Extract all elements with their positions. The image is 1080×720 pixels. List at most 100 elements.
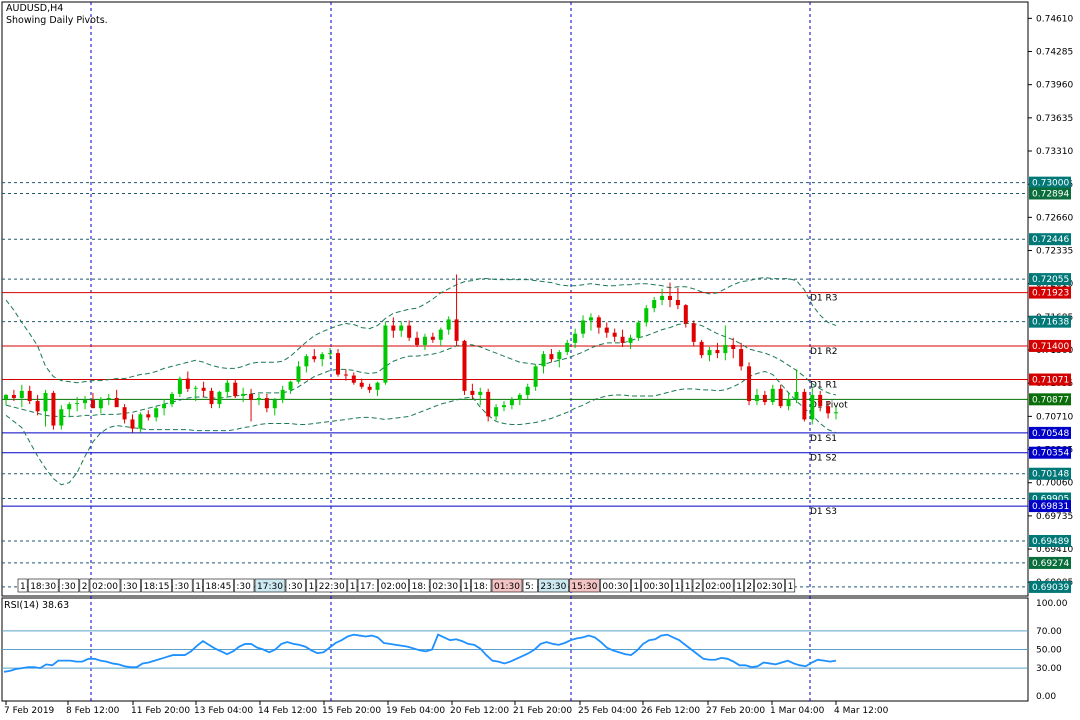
candle-body xyxy=(549,354,554,360)
candle-body xyxy=(209,390,214,405)
chart-subtitle: Showing Daily Pivots. xyxy=(6,15,108,26)
price-tick-label: 0.73960 xyxy=(1036,81,1073,91)
time-axis-label: 8 Feb 12:00 xyxy=(66,706,120,716)
candle xyxy=(826,401,831,419)
candle-body xyxy=(249,393,254,401)
rsi-tick-label: 50.00 xyxy=(1036,646,1062,656)
candle xyxy=(336,349,340,377)
candle xyxy=(249,388,254,422)
candle xyxy=(43,389,48,427)
session-marker-box xyxy=(600,578,631,593)
rsi-tick-label: 0.00 xyxy=(1036,692,1056,702)
price-axis-badge-text: 0.72894 xyxy=(1032,189,1069,199)
session-marker-text: 1 xyxy=(633,582,639,592)
session-marker-text: 1 xyxy=(788,582,794,592)
session-marker-text: 1 xyxy=(736,582,742,592)
candle xyxy=(478,387,483,406)
candle xyxy=(35,394,40,416)
candle-body xyxy=(683,305,688,324)
candle-body xyxy=(660,295,665,301)
session-marker-box xyxy=(409,578,430,593)
candle-body xyxy=(462,340,467,391)
candle xyxy=(494,404,499,421)
session-marker-box xyxy=(58,578,80,593)
candle xyxy=(328,347,333,360)
candle xyxy=(375,381,380,396)
candle-body xyxy=(170,393,174,405)
candle-body xyxy=(391,325,396,331)
session-marker-text: 18:15 xyxy=(144,582,170,592)
candle xyxy=(146,410,151,421)
rsi-tick-label: 30.00 xyxy=(1036,664,1062,674)
candle xyxy=(59,405,64,430)
candle-body xyxy=(826,406,831,414)
price-tick-label: 0.74610 xyxy=(1036,14,1073,24)
price-axis-badge-text: 0.70148 xyxy=(1032,470,1069,480)
candle xyxy=(715,342,720,359)
session-marker-text: 02:00 xyxy=(705,582,731,592)
session-marker-text: 17: xyxy=(360,582,374,592)
session-marker-box xyxy=(754,578,785,593)
candle xyxy=(707,346,712,362)
candle-body xyxy=(691,323,696,342)
candle-body xyxy=(557,352,562,360)
candle-body xyxy=(636,322,641,338)
candle xyxy=(264,393,269,413)
pivot-label: D1 S3 xyxy=(810,507,837,517)
session-marker-text: :30 xyxy=(175,582,190,592)
candle-body xyxy=(668,295,672,301)
price-tick-label: 0.70060 xyxy=(1036,479,1073,489)
candle-body xyxy=(525,386,530,395)
candle xyxy=(541,351,546,374)
session-marker-text: 15:30 xyxy=(571,582,597,592)
candle-body xyxy=(320,354,325,360)
candle xyxy=(731,337,736,359)
candle-body xyxy=(35,401,40,412)
candle-body xyxy=(588,317,593,321)
candle-body xyxy=(786,399,791,407)
candle xyxy=(75,396,80,412)
candle-body xyxy=(154,408,159,418)
time-axis-label: 13 Feb 04:00 xyxy=(194,706,253,716)
price-axis-badge xyxy=(1029,534,1071,547)
candle-body xyxy=(446,319,451,330)
candle-body xyxy=(486,391,491,417)
candle xyxy=(620,329,625,347)
candle-body xyxy=(304,356,309,367)
candle xyxy=(565,339,570,356)
candle-body xyxy=(383,325,388,383)
price-axis-badge xyxy=(1029,580,1071,593)
price-axis-badge xyxy=(1029,393,1071,406)
session-marker-box xyxy=(471,578,492,593)
candle-body xyxy=(494,407,499,417)
candle-body xyxy=(438,329,443,340)
candle xyxy=(106,393,111,406)
candle xyxy=(683,304,688,328)
session-marker-text: 00:30 xyxy=(602,582,628,592)
candle-body xyxy=(114,398,119,408)
candle xyxy=(27,385,32,405)
candle xyxy=(288,380,293,394)
session-marker-text: 1 xyxy=(309,582,315,592)
pivot-label: D1 R1 xyxy=(810,381,838,391)
time-axis-label: 26 Feb 12:00 xyxy=(641,706,700,716)
candle xyxy=(256,393,261,406)
candle-body xyxy=(130,419,135,429)
candle-body xyxy=(138,414,143,429)
candle xyxy=(762,390,767,406)
price-axis-badge-text: 0.69274 xyxy=(1032,559,1069,569)
candle xyxy=(533,364,538,391)
session-marker-text: 1 xyxy=(463,582,469,592)
candle-body xyxy=(818,394,823,407)
session-marker-text: 1 xyxy=(685,582,691,592)
candle xyxy=(209,387,214,409)
session-marker-text: 18:30 xyxy=(30,582,56,592)
candle-body xyxy=(312,356,317,360)
session-marker-text: 23:30 xyxy=(540,582,566,592)
pivot-label: D1 S1 xyxy=(810,434,837,444)
session-marker-box xyxy=(203,578,234,593)
candle-body xyxy=(280,389,285,401)
session-marker-text: 5: xyxy=(525,582,534,592)
candle xyxy=(83,395,88,410)
